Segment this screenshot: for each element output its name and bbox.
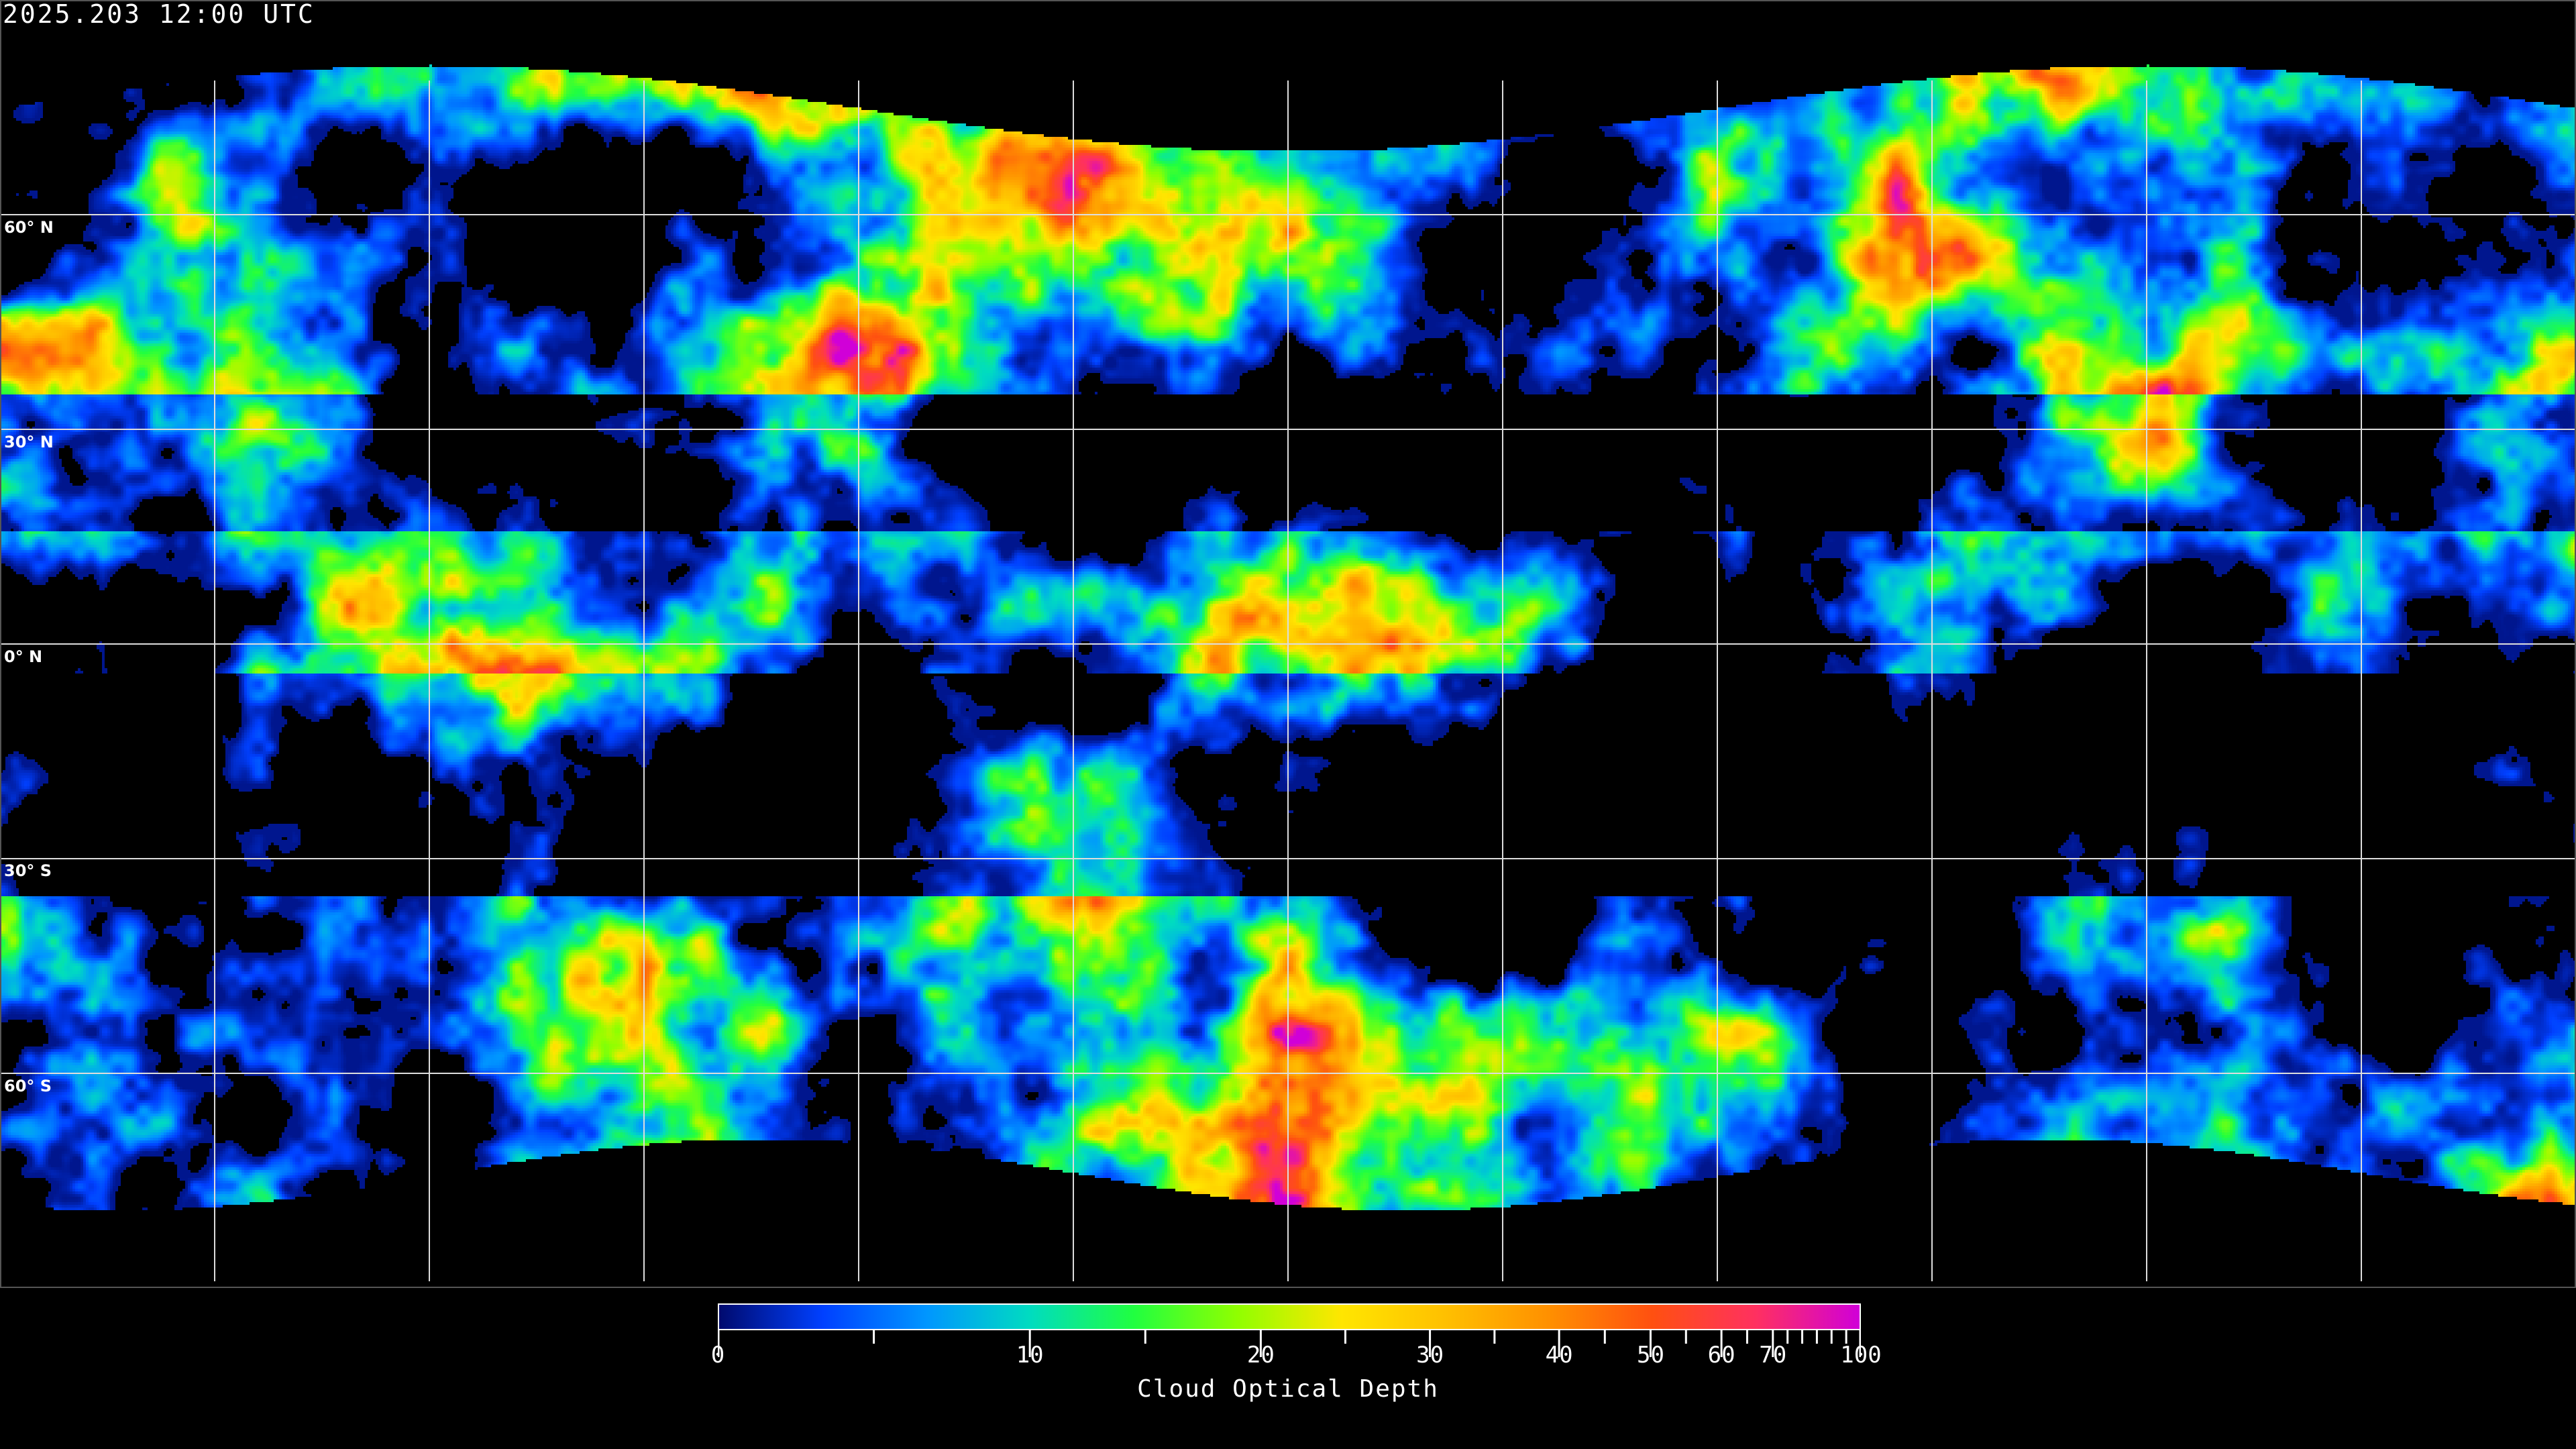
lat-label-60n: 60° N <box>4 218 54 237</box>
colorbar-tick-label: 100 <box>1840 1342 1882 1368</box>
colorbar-tick-label: 60 <box>1707 1342 1735 1368</box>
colorbar-tick-label: 50 <box>1636 1342 1664 1368</box>
lat-label-30n: 30° N <box>4 433 54 451</box>
colorbar-tick-label: 70 <box>1759 1342 1787 1368</box>
cloud-optical-depth-map <box>0 0 2576 1288</box>
colorbar-tick-label: 10 <box>1016 1342 1044 1368</box>
lat-label-equator: 0° N <box>4 647 43 666</box>
graticule <box>0 80 2576 1281</box>
colorbar-tick-label: 30 <box>1416 1342 1444 1368</box>
lat-label-30s: 30° S <box>4 861 52 880</box>
lat-label-60s: 60° S <box>4 1077 52 1095</box>
colorbar-tick-label: 20 <box>1246 1342 1275 1368</box>
colorbar-tick-label: 0 <box>710 1342 725 1368</box>
colorbar <box>718 1303 1861 1330</box>
timestamp-title: 2025.203 12:00 UTC <box>3 0 315 29</box>
colorbar-ticks <box>718 1330 1861 1357</box>
colorbar-label: Cloud Optical Depth <box>1137 1375 1439 1403</box>
colorbar-tick-label: 40 <box>1545 1342 1573 1368</box>
